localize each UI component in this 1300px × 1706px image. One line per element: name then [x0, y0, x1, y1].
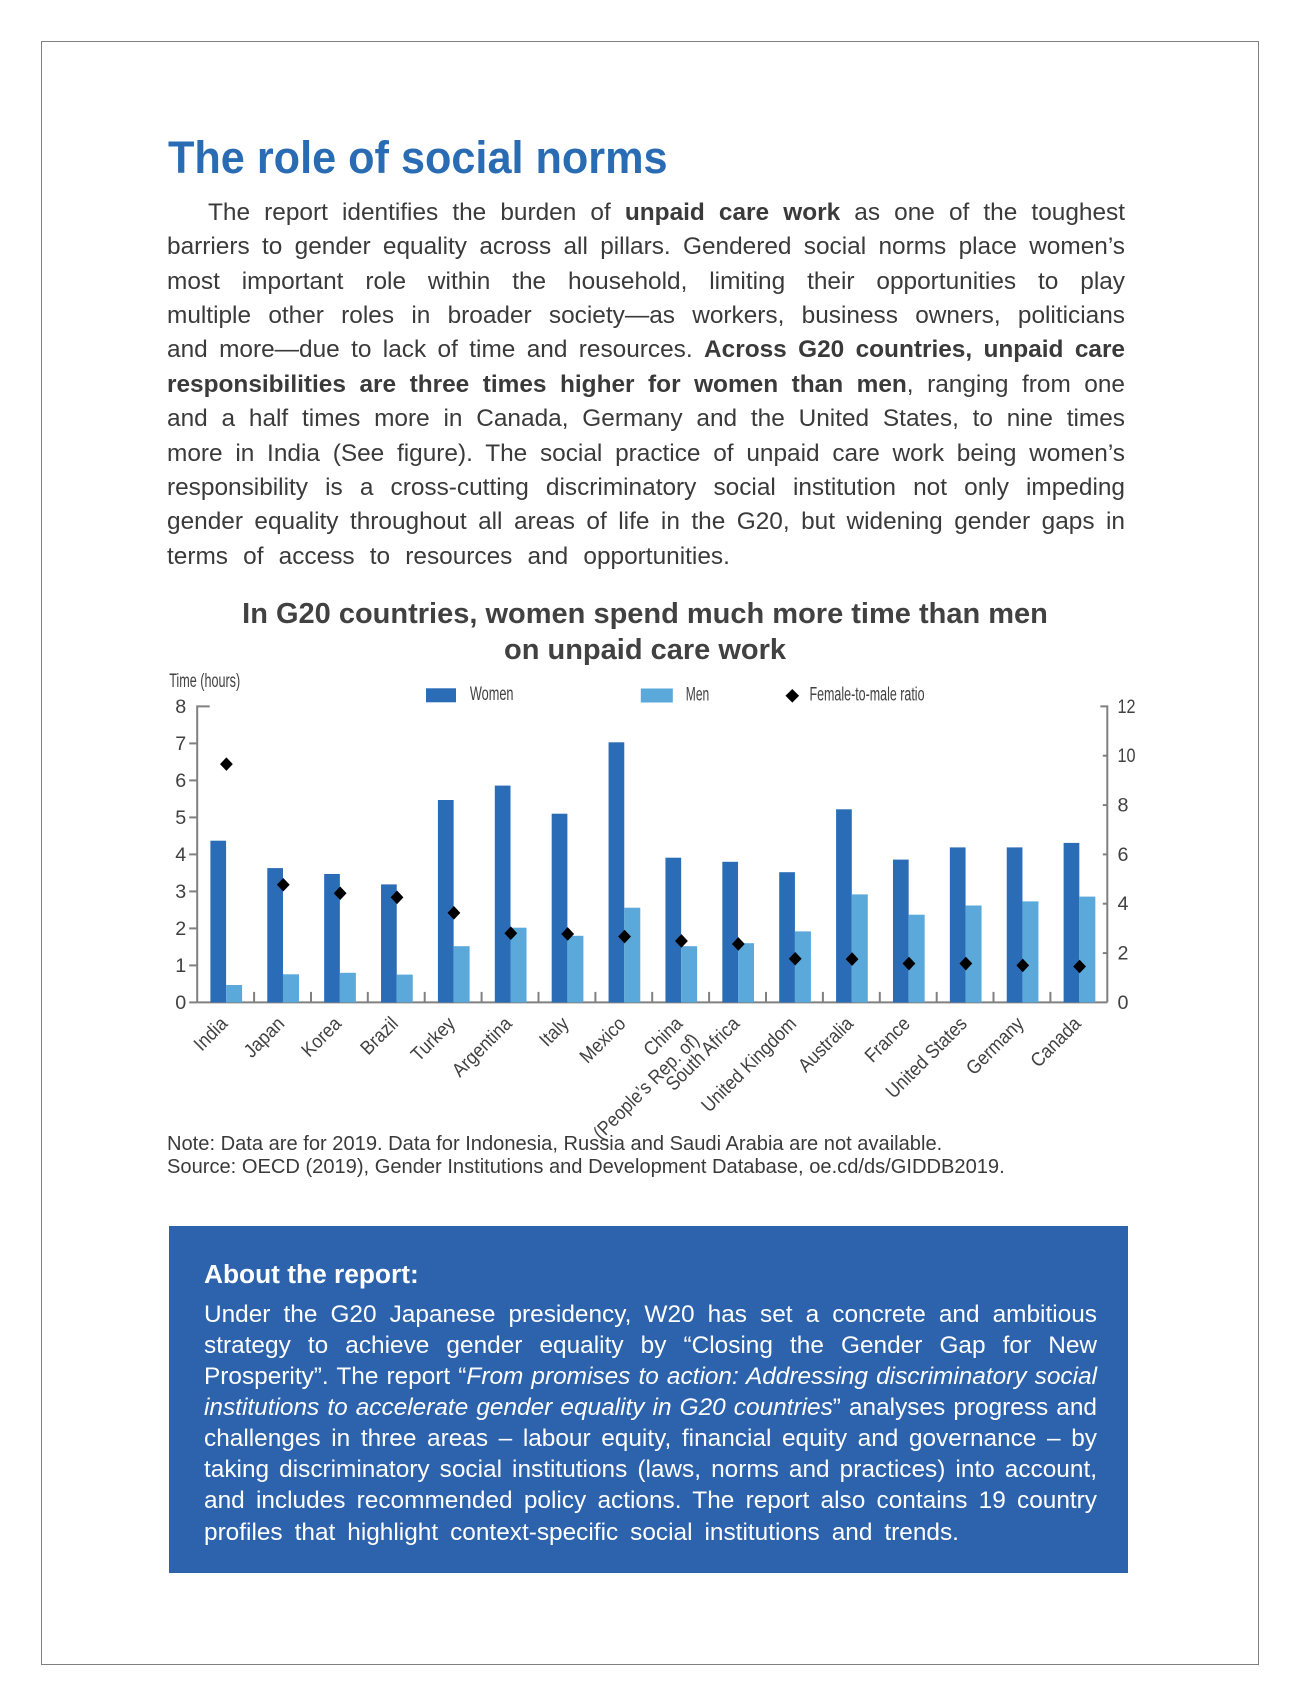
svg-text:6: 6 [1118, 844, 1129, 866]
svg-text:Women: Women [470, 683, 514, 705]
svg-text:2: 2 [175, 918, 186, 940]
svg-text:Canada: Canada [1026, 1013, 1085, 1072]
svg-text:Japan: Japan [240, 1013, 289, 1062]
svg-text:Men: Men [686, 683, 709, 705]
svg-text:4: 4 [1118, 893, 1129, 915]
svg-text:3: 3 [175, 881, 186, 903]
svg-text:4: 4 [175, 844, 186, 866]
svg-text:5: 5 [175, 807, 186, 829]
svg-text:on unpaid care work: on unpaid care work [504, 634, 787, 666]
svg-text:Korea: Korea [297, 1013, 346, 1062]
svg-text:India: India [190, 1013, 233, 1056]
svg-text:Female-to-male ratio: Female-to-male ratio [810, 683, 925, 705]
svg-text:Turkey: Turkey [407, 1013, 460, 1066]
svg-text:France: France [861, 1013, 915, 1067]
svg-text:2: 2 [1118, 943, 1129, 965]
svg-text:Brazil: Brazil [356, 1013, 403, 1060]
svg-text:Italy: Italy [535, 1013, 573, 1051]
svg-text:Time (hours): Time (hours) [169, 670, 240, 692]
svg-text:8: 8 [1118, 795, 1129, 817]
svg-text:1: 1 [175, 955, 186, 977]
svg-text:7: 7 [175, 733, 186, 755]
svg-text:0: 0 [1118, 992, 1129, 1014]
svg-text:0: 0 [175, 992, 186, 1014]
svg-text:8: 8 [175, 696, 186, 718]
svg-text:Australia: Australia [794, 1013, 858, 1077]
svg-text:Argentina: Argentina [448, 1013, 517, 1082]
svg-text:Germany: Germany [962, 1013, 1029, 1080]
svg-text:10: 10 [1118, 745, 1136, 767]
svg-text:In G20 countries, women spend: In G20 countries, women spend much more … [242, 598, 1048, 630]
svg-text:Mexico: Mexico [575, 1013, 630, 1068]
svg-text:12: 12 [1118, 696, 1136, 718]
svg-text:6: 6 [175, 770, 186, 792]
